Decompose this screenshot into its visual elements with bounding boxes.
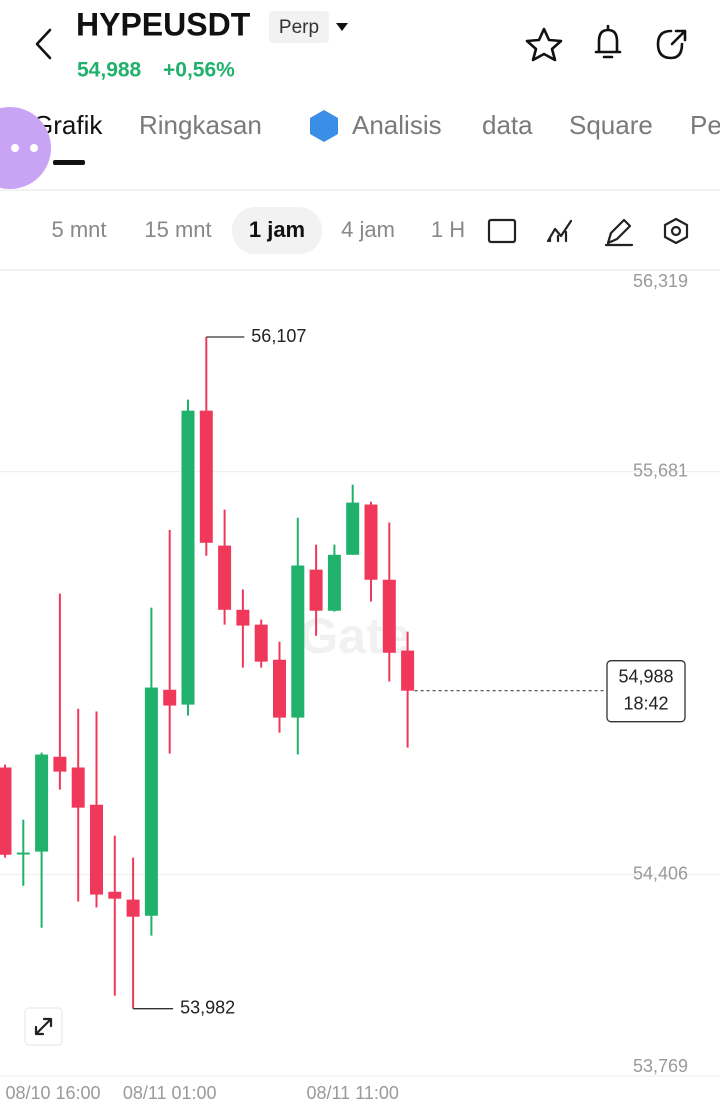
timeframe[interactable]: 5 mnt — [51, 217, 106, 242]
tab[interactable]: Ringkasan — [139, 110, 262, 140]
candle-body — [35, 754, 49, 852]
y-tick-label: 55,681 — [633, 460, 688, 480]
candle-body — [218, 545, 232, 610]
alert-button[interactable] — [594, 24, 622, 59]
candle-body — [53, 756, 67, 772]
candle-body — [382, 579, 396, 653]
badge: Perp — [279, 17, 319, 38]
low-label: 53,982 — [180, 997, 235, 1017]
tab-underline — [53, 160, 85, 165]
settings-dot — [670, 225, 682, 237]
high-label: 56,107 — [251, 326, 306, 346]
timeframe-bar: 5 mnt 15 mnt 1 jam 4 jam 1 H — [51, 217, 465, 242]
tab[interactable]: Analisis — [352, 110, 442, 140]
y-tick-label: 56,319 — [633, 271, 688, 291]
favorite-button[interactable] — [525, 27, 563, 62]
countdown: 18:42 — [623, 693, 668, 713]
candle-body — [144, 687, 158, 916]
timeframe[interactable]: 4 jam — [341, 217, 395, 242]
draw-button[interactable] — [604, 218, 634, 247]
y-tick-label: 53,769 — [633, 1056, 688, 1076]
layout-button[interactable] — [487, 218, 517, 244]
candle-body — [273, 659, 286, 718]
ai-icon[interactable] — [310, 110, 338, 142]
tab-bar: Grafik Ringkasan Analisis data Square Pe — [33, 110, 720, 142]
dropdown-arrow[interactable] — [336, 23, 348, 31]
candle-body — [199, 410, 213, 543]
x-tick-label: 08/11 11:00 — [306, 1083, 398, 1103]
tab[interactable]: data — [482, 110, 533, 140]
fullscreen-icon — [34, 1017, 53, 1036]
candle-body — [254, 624, 268, 662]
candle-body — [181, 410, 195, 705]
settings-button[interactable] — [663, 217, 689, 245]
bubble-eye — [30, 144, 38, 152]
candle-body — [401, 650, 415, 691]
candle-body — [16, 852, 30, 855]
tab[interactable]: Square — [569, 110, 653, 140]
timeframe[interactable]: 1 H — [431, 217, 465, 242]
assistant-bubble[interactable] — [0, 107, 51, 189]
indicator-button[interactable] — [546, 219, 573, 243]
symbol: HYPEUSDT — [76, 6, 251, 42]
candle-body — [108, 891, 122, 899]
bubble-eye — [11, 144, 19, 152]
toolbar-icons — [487, 217, 689, 247]
candle-body — [327, 554, 341, 611]
timeframe[interactable]: 15 mnt — [144, 217, 211, 242]
tab[interactable]: Pe — [690, 110, 720, 140]
candle-body — [71, 767, 85, 808]
last-price-box — [606, 660, 686, 723]
candle-body — [126, 899, 140, 917]
candle-body — [90, 804, 103, 895]
timeframe-selected-bg — [232, 207, 322, 254]
candle-body — [346, 502, 360, 555]
x-tick-label: 08/11 01:00 — [123, 1083, 217, 1103]
candle-body — [309, 569, 323, 611]
back-button[interactable] — [35, 28, 52, 60]
x-tick-label: 08/10 16:00 — [5, 1083, 100, 1103]
candle-body — [0, 767, 12, 855]
y-tick-label: 54,406 — [633, 863, 688, 883]
timeframe[interactable]: 1 jam — [249, 217, 305, 242]
header-price: 54,988 — [77, 59, 142, 82]
candle-body — [163, 689, 177, 706]
badge-bg — [269, 11, 329, 43]
candle-body — [236, 609, 250, 626]
last-price-label: 54,988 — [618, 666, 673, 686]
share-button[interactable] — [656, 29, 687, 60]
header-change: +0,56% — [163, 59, 235, 82]
candle-body — [364, 504, 378, 580]
candle-body — [291, 565, 305, 718]
